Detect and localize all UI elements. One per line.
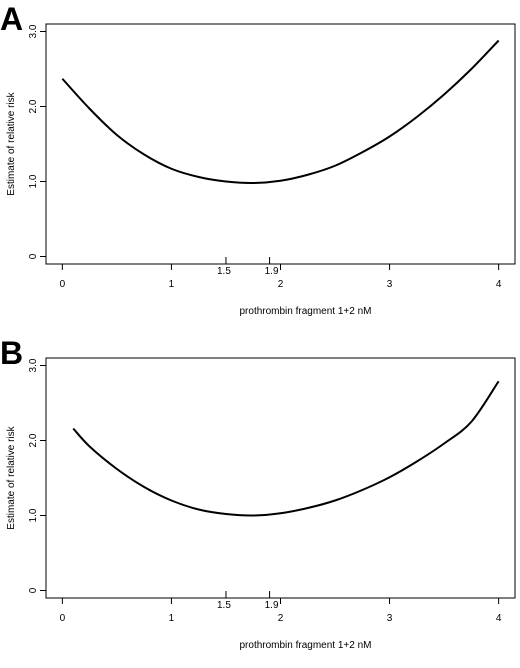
x-axis-title: prothrombin fragment 1+2 nM <box>239 306 371 317</box>
y-tick-label: 2.0 <box>28 99 39 113</box>
y-tick-label: 1.0 <box>28 174 39 188</box>
panel-b: B 0 1.0 2.0 3.0 0 1 2 3 4 1.5 1.9 prothrombin fragme… <box>0 334 520 668</box>
panel-label-b: B <box>0 335 23 371</box>
x-axis-title: prothrombin fragment 1+2 nM <box>239 640 371 651</box>
reference-tick-label: 1.9 <box>265 600 279 611</box>
x-tick-label: 3 <box>387 279 393 290</box>
y-tick-label: 3.0 <box>28 24 39 38</box>
reference-tick-label: 1.5 <box>217 266 231 277</box>
panel-label-a: A <box>0 1 23 37</box>
y-tick-label: 0 <box>28 587 39 593</box>
x-tick-label: 2 <box>278 279 284 290</box>
y-axis-title: Estimate of relative risk <box>6 425 17 529</box>
panel-a: A 0 1.0 2.0 3.0 0 1 2 3 4 1.5 1.9 prothrombin fragme… <box>0 1 516 317</box>
reference-tick-label: 1.5 <box>217 600 231 611</box>
y-tick-label: 1.0 <box>28 508 39 522</box>
y-tick-label: 3.0 <box>28 358 39 372</box>
y-tick-label: 0 <box>28 253 39 259</box>
x-tick-label: 0 <box>60 279 66 290</box>
chart-a: A 0 1.0 2.0 3.0 0 1 2 3 4 1.5 1.9 prothrombin fragme… <box>0 1 516 317</box>
x-tick-label: 1 <box>169 279 175 290</box>
x-tick-label: 1 <box>169 613 175 624</box>
relative-risk-curve <box>72 380 500 517</box>
x-tick-label: 4 <box>496 613 502 624</box>
x-tick-label: 0 <box>60 613 66 624</box>
y-axis-title: Estimate of relative risk <box>6 91 17 195</box>
y-tick-label: 2.0 <box>28 433 39 447</box>
reference-tick-label: 1.9 <box>265 266 279 277</box>
x-tick-label: 3 <box>387 613 393 624</box>
x-tick-label: 2 <box>278 613 284 624</box>
x-tick-label: 4 <box>496 279 502 290</box>
relative-risk-curve <box>61 39 500 185</box>
plot-frame <box>45 357 516 599</box>
plot-frame <box>45 23 516 265</box>
chart-b: B 0 1.0 2.0 3.0 0 1 2 3 4 1.5 1.9 prothrombin fragme… <box>0 335 516 651</box>
